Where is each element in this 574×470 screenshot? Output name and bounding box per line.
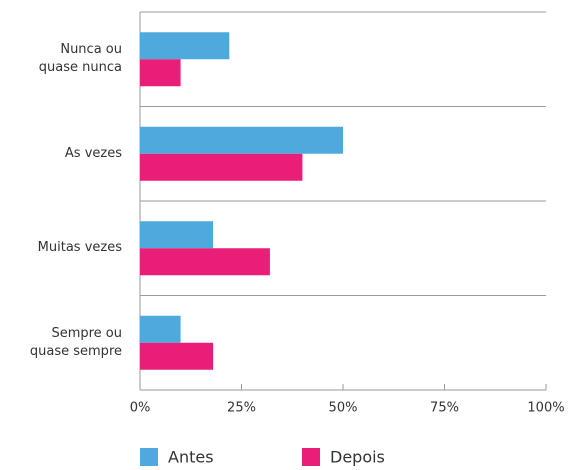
bar xyxy=(140,59,181,87)
bar xyxy=(140,221,214,249)
category-label: As vezes xyxy=(64,145,122,161)
legend-label: Antes xyxy=(168,448,214,467)
bar xyxy=(140,248,270,276)
category-label: Nunca ou quase nunca xyxy=(38,42,122,76)
legend-swatch xyxy=(302,448,320,466)
legend-swatch xyxy=(140,448,158,466)
bar xyxy=(140,342,214,370)
bar xyxy=(140,126,343,154)
x-tick-label: 25% xyxy=(227,401,256,416)
bar xyxy=(140,32,230,60)
bar xyxy=(140,315,181,343)
category-label: Muitas vezes xyxy=(37,240,122,256)
category-label: Sempre ou quase sempre xyxy=(29,325,122,359)
x-tick-label: 50% xyxy=(329,401,358,416)
bar xyxy=(140,153,303,181)
x-tick-label: 100% xyxy=(527,401,564,416)
x-tick-label: 0% xyxy=(130,401,151,416)
legend-label: Depois xyxy=(330,448,385,467)
x-tick-label: 75% xyxy=(430,401,459,416)
